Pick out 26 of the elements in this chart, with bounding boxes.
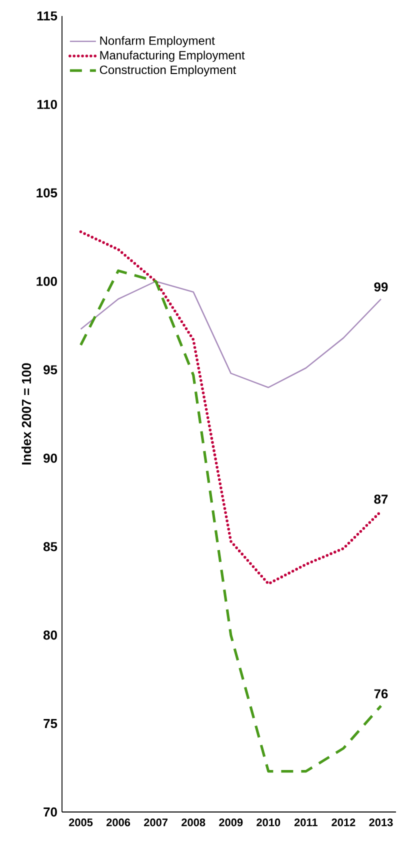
y-tick-label: 80 — [43, 630, 57, 640]
x-tick-label: 2013 — [369, 818, 393, 826]
x-tick-label: 2009 — [219, 818, 243, 826]
legend-label: Construction Employment — [100, 65, 236, 76]
x-tick-label: 2006 — [106, 818, 130, 826]
y-tick-label: 100 — [36, 276, 57, 286]
y-tick-label: 75 — [44, 719, 58, 728]
y-tick-label: 115 — [37, 11, 58, 21]
y-axis-title: Index 2007 = 100 — [22, 363, 32, 464]
x-tick-label: 2008 — [182, 818, 206, 826]
y-tick-label: 110 — [37, 100, 57, 110]
y-tick-label: 95 — [44, 365, 58, 374]
x-tick-label: 2011 — [294, 818, 318, 826]
y-tick-label: 70 — [44, 807, 57, 817]
data-label: 99 — [374, 282, 388, 292]
y-tick-label: 85 — [43, 542, 58, 552]
x-tick-label: 2005 — [68, 818, 93, 826]
x-tick-label: 2007 — [144, 818, 168, 826]
y-tick-label: 90 — [44, 454, 57, 463]
legend-label: Nonfarm Employment — [100, 36, 215, 48]
data-label: 76 — [374, 689, 388, 698]
x-tick-label: 2012 — [332, 818, 356, 826]
y-tick-label: 105 — [36, 188, 58, 198]
legend-label: Manufacturing Employment — [100, 50, 245, 62]
data-label: 87 — [374, 494, 388, 504]
x-tick-label: 2010 — [256, 818, 280, 826]
